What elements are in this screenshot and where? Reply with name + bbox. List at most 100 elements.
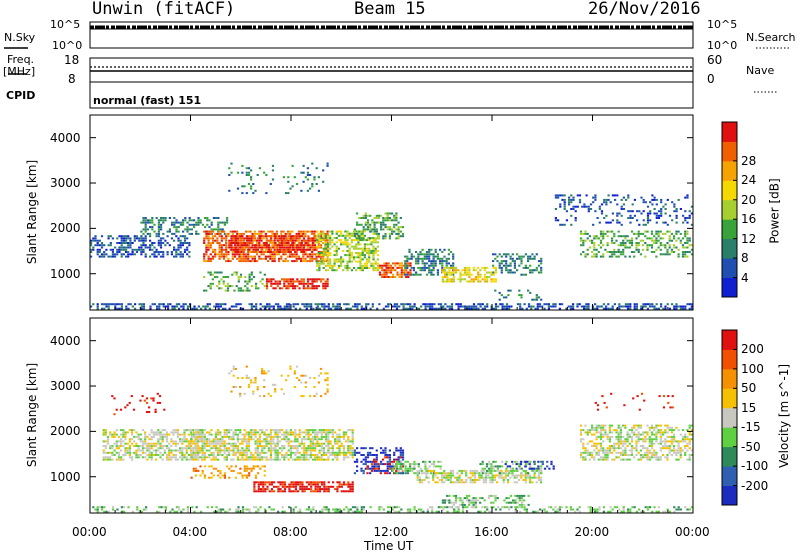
velocity-cell-2 [305,458,308,461]
power-cell-1 [186,248,189,251]
velocity-cell-2 [327,449,330,452]
velocity-cell-1 [168,442,171,445]
velocity-cell-2 [243,458,246,461]
power-cell-8 [366,221,370,224]
power-cell-15 [642,219,645,222]
power-cell-0 [200,307,203,310]
velocity-cell-1 [122,458,125,461]
velocity-cell-1 [146,442,149,445]
velocity-cell-1 [181,433,184,436]
power-cell-10 [441,257,444,260]
power-cell-16 [263,171,266,174]
power-cell-0 [486,303,489,306]
power-cell-1 [120,255,123,258]
power-cell-7 [335,245,338,248]
power-cell-7 [340,232,343,235]
power-cell-15 [675,208,678,210]
power-cell-11 [483,266,486,269]
power-cell-0 [424,303,427,306]
power-cell-1 [125,242,128,244]
power-cell-0 [673,307,676,310]
power-cell-7 [333,249,336,252]
power-cell-9 [400,269,403,272]
power-cell-5 [298,280,301,283]
velocity-cell-1 [106,451,110,454]
power-cell-3 [264,235,267,238]
velocity-cell-2 [239,449,242,452]
velocity-cell-1 [126,431,129,434]
velocity-cell-5 [391,465,394,468]
power-cell-8 [371,228,374,231]
velocity-cell-5 [360,454,363,456]
velocity-cell-2 [252,429,255,432]
power-cell-3 [251,232,254,235]
power-cell-8 [388,219,391,222]
velocity-cell-2 [331,451,334,454]
velocity-cell-2 [256,456,259,459]
velocity-cell-0 [248,508,251,511]
velocity-cell-1 [115,447,118,450]
velocity-cell-0 [618,508,621,511]
power-cell-3 [273,248,276,251]
power-cell-10 [425,255,429,258]
velocity-cell-2 [311,458,315,461]
power-cell-3 [216,237,219,240]
power-cell-3 [207,235,210,238]
power-cell-2 [177,230,180,233]
power-cell-16 [291,185,294,188]
velocity-cell-4 [223,472,226,475]
power-cell-15 [607,221,610,224]
velocity-cell-0 [241,510,245,513]
power-cell-3 [203,253,206,256]
velocity-cell-2 [190,435,193,438]
velocity-cell-0 [272,508,275,511]
velocity-cell-2 [236,449,239,452]
power-cell-14 [668,239,671,242]
power-cell-12 [527,255,530,258]
power-cell-3 [231,230,234,233]
power-cell-15 [668,214,672,217]
power-cell-10 [417,262,420,265]
velocity-cell-1 [155,442,158,445]
power-cell-14 [579,237,583,240]
velocity-cell-2 [212,447,215,450]
power-cell-6 [211,282,214,285]
power-cell-14 [599,242,603,244]
velocity-cell-2 [256,440,259,443]
power-cell-12 [509,271,512,274]
power-cell-0 [347,303,350,306]
velocity-cell-1 [159,456,162,459]
power-cell-0 [125,307,128,310]
velocity-cell-1 [144,442,147,445]
velocity-cell-0 [312,506,315,509]
velocity-cell-1 [174,431,177,434]
power-cell-1 [153,246,156,249]
power-cell-3 [326,242,329,244]
power-cell-0 [204,305,207,308]
power-cell-3 [244,255,248,258]
velocity-cell-2 [247,431,251,434]
velocity-cell-1 [144,435,147,438]
velocity-cell-0 [453,510,456,513]
velocity-cell-2 [269,429,273,432]
power-cell-9 [385,276,388,278]
velocity-cell-1 [159,431,162,434]
power-cell-9 [385,271,388,274]
power-cell-5 [274,280,277,283]
power-cell-2 [173,217,176,219]
power-cell-3 [218,255,221,258]
power-cell-14 [622,248,625,251]
velocity-cell-1 [124,442,127,445]
velocity-cell-3 [257,483,260,486]
velocity-cell-1 [187,440,190,443]
power-cell-4 [285,246,288,249]
power-cell-2 [155,232,158,235]
power-cell-11 [494,278,497,281]
power-cell-0 [481,303,484,306]
power-cell-13 [502,296,506,299]
power-cell-14 [635,237,638,240]
velocity-cell-5 [375,458,378,461]
power-cell-7 [346,239,349,242]
velocity-cell-1 [163,429,166,432]
power-cell-1 [120,253,123,256]
